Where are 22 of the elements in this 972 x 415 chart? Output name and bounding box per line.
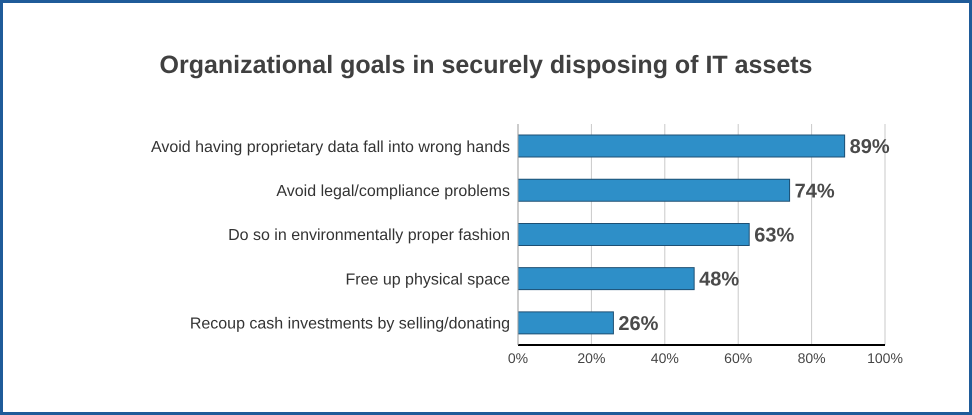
bar — [518, 222, 750, 246]
x-tick-label: 0% — [508, 350, 528, 366]
y-tick-label: Recoup cash investments by selling/donating — [190, 316, 510, 333]
x-tick-label: 20% — [577, 350, 606, 366]
data-label: 63% — [754, 224, 794, 246]
data-label: 89% — [850, 136, 890, 158]
bar — [518, 134, 846, 158]
data-label: 26% — [618, 312, 659, 335]
x-tick-label: 60% — [724, 350, 752, 366]
bar — [518, 267, 695, 290]
x-tick-label: 40% — [650, 350, 679, 366]
chart-title: Organizational goals in securely disposing of IT assets — [158, 51, 814, 80]
x-tick-label: 100% — [867, 350, 903, 366]
y-tick-label: Do so in environmentally proper fashion — [228, 227, 510, 244]
y-tick-label: Avoid legal/compliance problems — [276, 182, 510, 200]
x-tick-label: 80% — [798, 350, 826, 366]
data-label: 74% — [794, 180, 835, 202]
data-label: 48% — [699, 268, 740, 291]
y-tick-label: Free up physical space — [345, 271, 510, 288]
bar — [518, 178, 790, 202]
y-tick-label: Avoid having proprietary data fall into wrong hands — [150, 138, 510, 156]
bar — [518, 311, 614, 334]
